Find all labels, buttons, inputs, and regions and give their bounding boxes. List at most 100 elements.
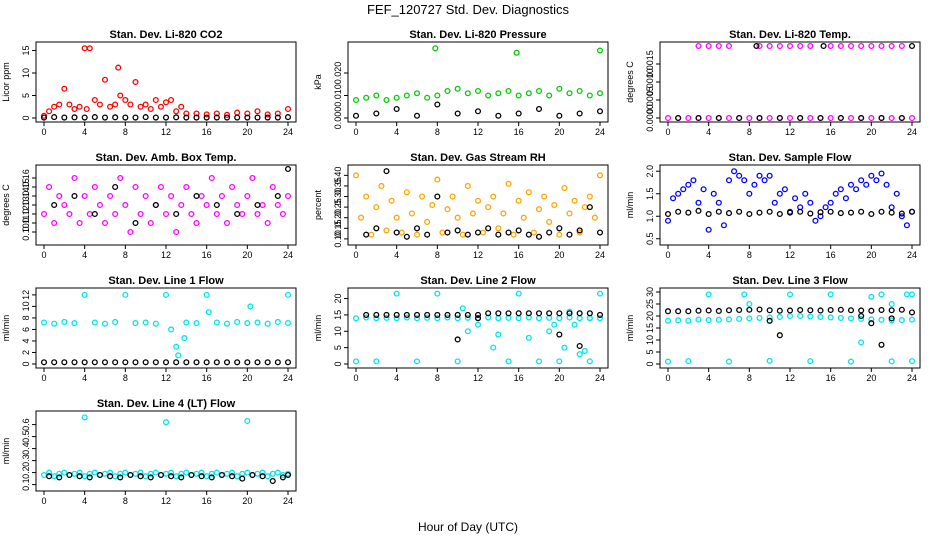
data-point (213, 469, 220, 476)
data-point (373, 311, 380, 318)
data-point (807, 114, 814, 122)
data-point (581, 204, 588, 211)
x-tick-label: 8 (123, 127, 128, 137)
data-point (157, 103, 164, 110)
data-point (664, 308, 672, 315)
data-point (393, 290, 400, 297)
data-point (122, 114, 129, 121)
y-tick-label: 0.020 (333, 62, 343, 85)
data-point (71, 105, 78, 113)
y-tick-label: 2 (21, 350, 31, 355)
data-point (96, 101, 103, 108)
data-point (81, 114, 88, 121)
data-point (515, 92, 522, 99)
data-point (61, 201, 68, 209)
data-point (223, 359, 231, 366)
data-point (454, 85, 461, 92)
data-point (91, 96, 98, 104)
series-2 (46, 471, 292, 485)
series-2 (352, 101, 604, 119)
data-point (878, 306, 885, 314)
data-point (373, 225, 380, 232)
data-point (863, 181, 870, 188)
data-point (393, 105, 400, 113)
data-point (725, 358, 733, 365)
x-tick-label: 20 (242, 496, 252, 506)
chart-panel-1: Stan. Dev. Li-820 CO2 Licor ppm 0 4 8 12 16 20 2… (1, 29, 297, 137)
data-point (137, 210, 144, 218)
data-point (596, 108, 604, 115)
data-point (383, 96, 390, 104)
data-point (424, 218, 431, 225)
data-point (556, 310, 563, 317)
data-point (515, 110, 522, 117)
x-tick-label: 8 (747, 373, 752, 383)
data-point (807, 210, 814, 217)
y-tick-label: 0.3 (21, 454, 31, 467)
panel-title: Stan. Dev. Gas Stream RH (410, 152, 546, 164)
data-point (710, 190, 717, 197)
data-point (736, 315, 743, 322)
data-point (162, 114, 170, 121)
series-2 (40, 359, 292, 366)
data-point (802, 190, 809, 197)
data-point (203, 291, 210, 298)
data-point (254, 114, 261, 121)
x-tick-label: 0 (41, 250, 46, 260)
data-point (444, 229, 451, 236)
data-point (464, 314, 471, 321)
chart-panel-9: Stan. Dev. Line 3 Flow ml/min 0 4 8 12 16 20 24 0… (625, 275, 921, 383)
y-axis-label: Licor ppm (1, 62, 11, 102)
y-tick-label: 10 (333, 326, 343, 336)
data-point (883, 181, 890, 188)
data-point (898, 210, 905, 217)
data-point (837, 42, 844, 50)
data-point (40, 359, 48, 366)
data-point (403, 233, 410, 240)
y-tick-label: 0.40 (333, 167, 343, 185)
data-point (591, 214, 598, 221)
data-point (561, 185, 568, 192)
data-point (254, 359, 261, 366)
x-tick-label: 4 (394, 127, 399, 137)
data-point (51, 219, 58, 227)
y-tick-label: 10 (645, 335, 655, 345)
data-point (152, 469, 159, 476)
panel-title: Stan. Dev. Li-820 Temp. (729, 29, 851, 41)
y-tick-label: 0.5 (21, 430, 31, 443)
data-point (122, 359, 129, 366)
data-point (847, 358, 855, 365)
data-point (259, 469, 266, 476)
data-point (454, 214, 461, 221)
data-point (112, 473, 119, 480)
x-tick-label: 16 (514, 373, 524, 383)
data-point (908, 114, 916, 122)
data-point (695, 42, 702, 50)
x-tick-label: 0 (665, 127, 670, 137)
data-point (56, 192, 63, 200)
data-point (378, 182, 385, 189)
y-tick-label: 0.010 (333, 84, 343, 107)
x-tick-label: 20 (242, 127, 252, 137)
data-point (556, 358, 563, 365)
y-tick-label: 1.5 (645, 187, 655, 200)
data-point (115, 64, 122, 71)
data-point (403, 311, 410, 318)
data-point (434, 193, 441, 200)
data-point (495, 315, 502, 322)
data-point (413, 90, 421, 97)
data-point (112, 318, 119, 326)
data-point (576, 229, 583, 236)
data-point (244, 114, 251, 121)
data-point (264, 473, 271, 480)
data-point (720, 222, 727, 229)
data-point (908, 309, 916, 316)
series-2 (675, 42, 916, 122)
data-point (586, 204, 593, 211)
data-point (827, 291, 834, 298)
data-point (429, 201, 436, 209)
chart-panel-8: Stan. Dev. Line 2 Flow ml/min 0 4 8 12 16 20 24 0… (313, 275, 609, 383)
data-point (888, 209, 895, 216)
